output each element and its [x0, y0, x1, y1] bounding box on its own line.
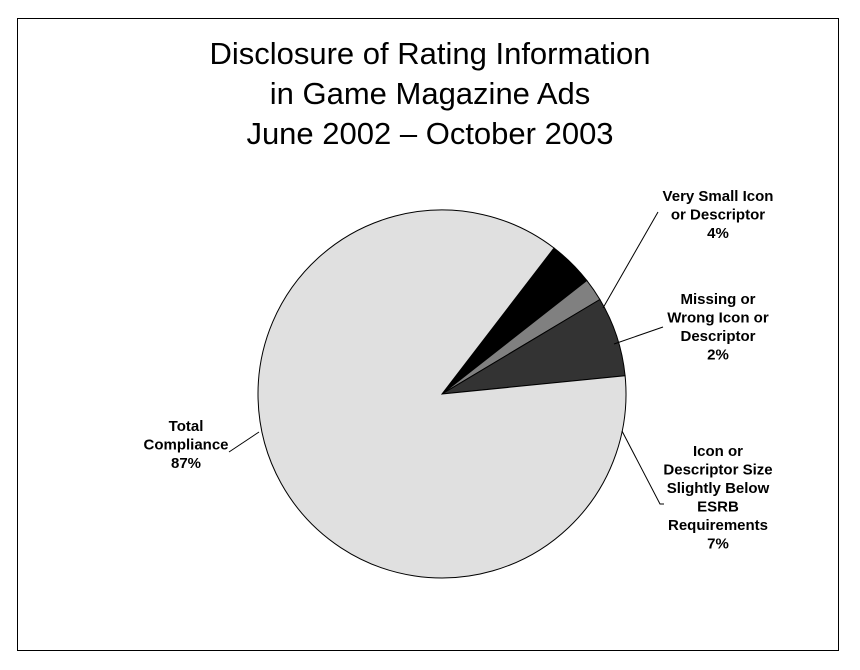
leader-line-2: [621, 430, 664, 505]
chart-title-line-3: June 2002 – October 2003: [246, 116, 614, 151]
slice-label-1-line-1: Wrong Icon or: [667, 310, 769, 327]
slice-label-1-line-2: Descriptor: [680, 328, 755, 345]
slice-label-2-line-3: ESRB: [697, 499, 739, 516]
chart-title-line-1: Disclosure of Rating Information: [209, 36, 651, 71]
slice-label-0-line-1: or Descriptor: [671, 207, 765, 224]
slice-label-3-line-0: Total: [169, 418, 204, 435]
chart-title: Disclosure of Rating Information in Game…: [0, 34, 860, 154]
pie-slice-3: [257, 209, 627, 579]
slice-label-1-line-0: Missing or: [680, 291, 755, 308]
leader-line-1: [613, 326, 664, 345]
leader-line-3: [228, 431, 260, 453]
slice-value-label-2: 7%: [707, 536, 729, 553]
slice-label-2-line-2: Slightly Below: [667, 480, 770, 497]
slice-value-label-1: 2%: [707, 347, 729, 364]
slice-label-2-line-1: Descriptor Size: [663, 462, 772, 479]
slice-label-3-line-1: Compliance: [143, 437, 228, 454]
slice-value-label-0: 4%: [707, 225, 729, 242]
slice-label-0-line-0: Very Small Icon: [663, 188, 774, 205]
slice-label-2-line-0: Icon or: [693, 443, 743, 460]
slice-value-label-3: 87%: [171, 455, 201, 472]
chart-title-line-2: in Game Magazine Ads: [269, 76, 591, 111]
slice-label-2-line-4: Requirements: [668, 517, 768, 534]
leader-line-0: [602, 211, 659, 309]
